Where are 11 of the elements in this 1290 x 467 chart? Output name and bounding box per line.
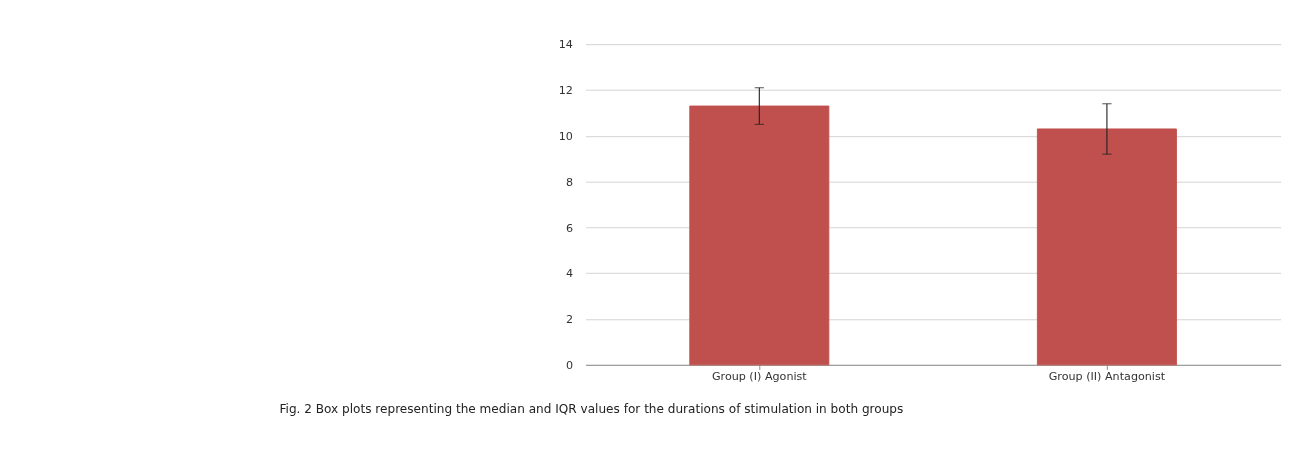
y-tick-label: 8 xyxy=(565,175,573,189)
y-tick-label: 10 xyxy=(558,130,573,143)
caption: Fig. 2 Box plots representing the median and IQR values for the durations of stimulation in both groups xyxy=(279,402,904,417)
y-tick-label: 2 xyxy=(565,313,573,327)
y-tick-label: 6 xyxy=(565,221,573,235)
y-tick-label: 4 xyxy=(565,267,573,281)
x-tick-label: Group (I) Agonist xyxy=(711,370,808,384)
y-tick-label: 0 xyxy=(565,359,573,373)
x-tick-label: Group (II) Antagonist xyxy=(1048,370,1166,384)
y-tick-label: 12 xyxy=(558,84,573,98)
y-tick-label: 14 xyxy=(558,38,573,52)
